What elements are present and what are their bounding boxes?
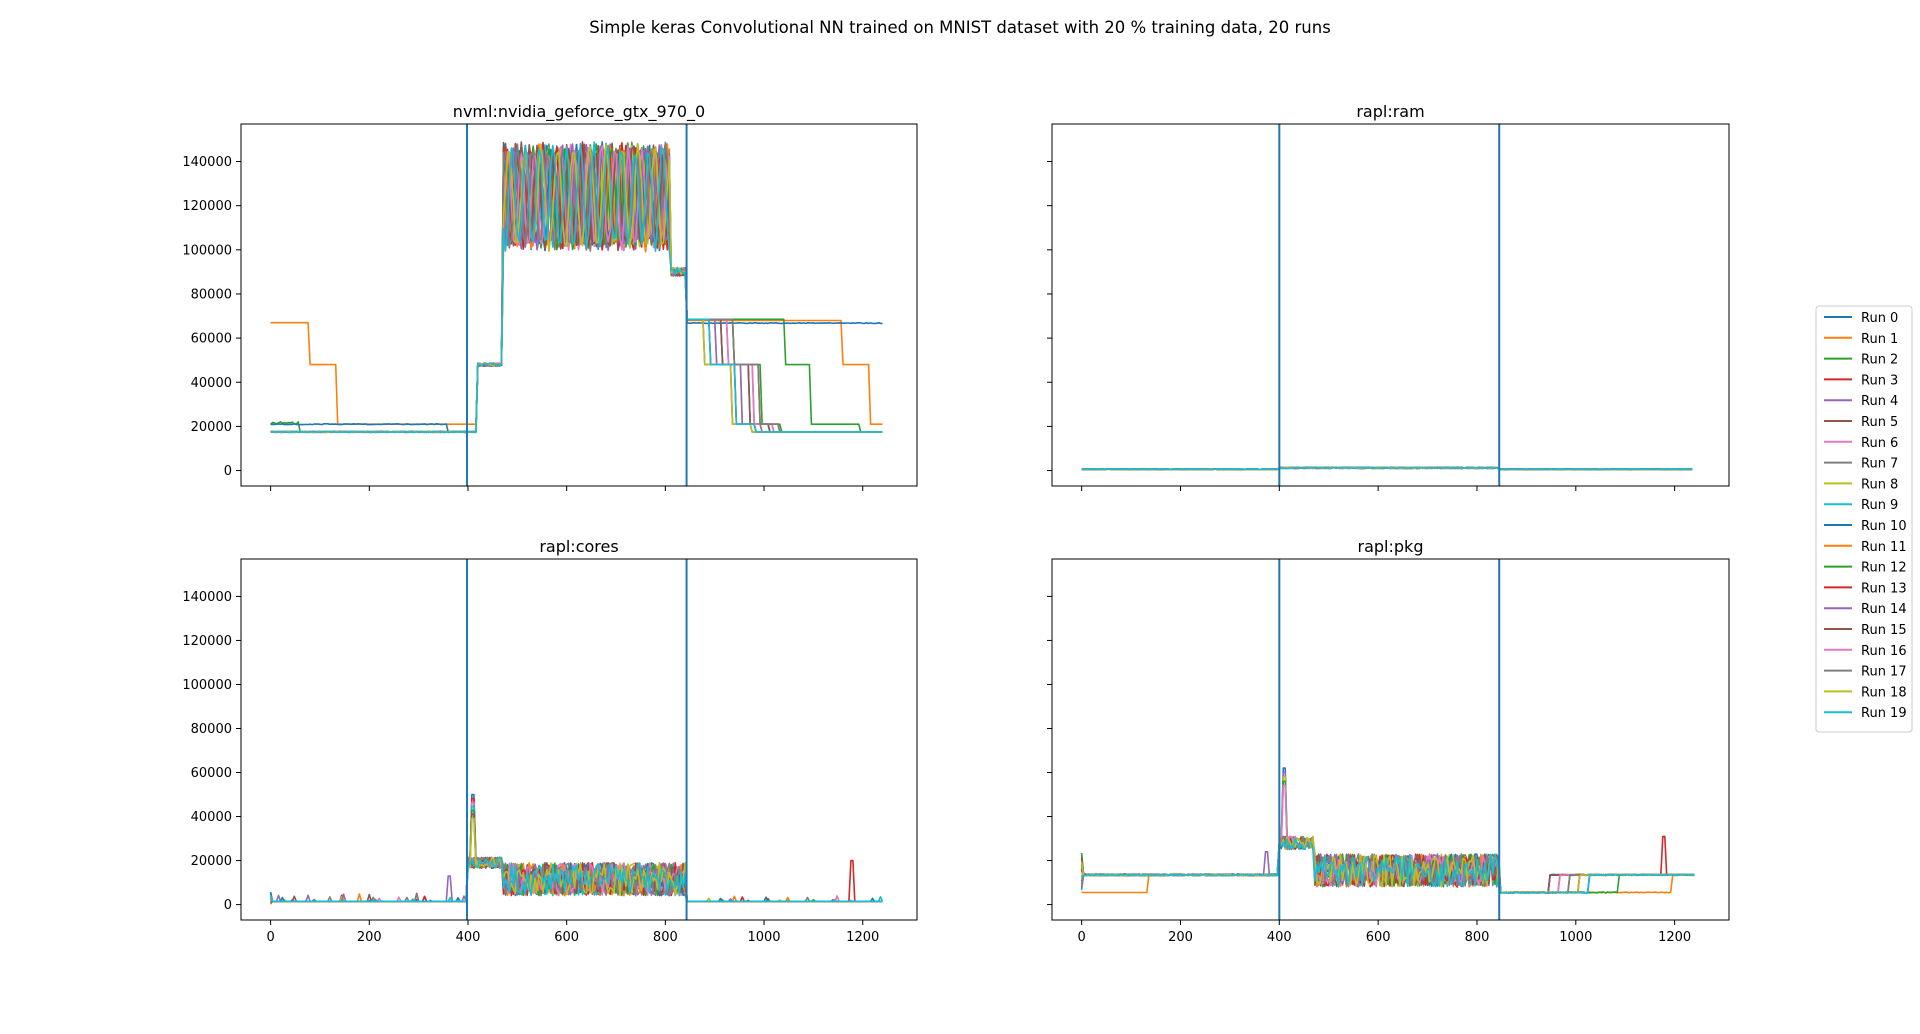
figure-suptitle: Simple keras Convolutional NN trained on…: [589, 18, 1331, 37]
legend-label-run-16: Run 16: [1861, 644, 1907, 659]
panel-gpu: nvml:nvidia_geforce_gtx_970_0 0 20000 40000…: [182, 102, 918, 491]
panel-title: rapl:cores: [539, 537, 618, 556]
panel-title: rapl:ram: [1356, 102, 1424, 121]
x-tick-label: 1200: [846, 930, 879, 945]
legend-label-run-19: Run 19: [1861, 706, 1907, 721]
x-tick-label: 0: [1078, 930, 1086, 945]
y-tick-label: 0: [224, 898, 232, 913]
legend-label-run-14: Run 14: [1861, 602, 1907, 617]
legend-label-run-0: Run 0: [1861, 311, 1898, 326]
panel-cores: rapl:cores 0 200 400 600 800 1000 1200 0 20000 400…: [182, 537, 918, 945]
legend-label-run-13: Run 13: [1861, 581, 1907, 596]
y-tick-label: 0: [224, 464, 232, 479]
legend-label-run-3: Run 3: [1861, 373, 1898, 388]
legend-label-run-2: Run 2: [1861, 353, 1898, 368]
legend-label-run-18: Run 18: [1861, 685, 1907, 700]
panel-title: rapl:pkg: [1358, 537, 1424, 556]
y-tick-label: 20000: [191, 854, 232, 869]
x-tick-label: 800: [653, 930, 678, 945]
x-tick-label: 1000: [747, 930, 780, 945]
axes-frame: [1051, 558, 1730, 921]
legend-label-run-8: Run 8: [1861, 477, 1898, 492]
y-tick-label: 40000: [191, 810, 232, 825]
y-tick-label: 60000: [191, 766, 232, 781]
legend-label-run-12: Run 12: [1861, 561, 1907, 576]
axes-frame: [240, 558, 918, 921]
x-tick-label: 600: [554, 930, 579, 945]
x-tick-label: 200: [357, 930, 382, 945]
panel-pkg: rapl:pkg 0 200 400 600 800 1000 1200: [1047, 537, 1730, 945]
axes-frame: [1051, 123, 1730, 487]
x-tick-label: 200: [1168, 930, 1193, 945]
series-line-run-19: [270, 141, 883, 434]
y-tick-label: 120000: [182, 634, 232, 649]
x-tick-label: 600: [1366, 930, 1391, 945]
y-tick-label: 60000: [191, 332, 232, 347]
y-tick-label: 80000: [191, 722, 232, 737]
series-line-run-10: [270, 141, 883, 434]
legend-label-run-9: Run 9: [1861, 498, 1898, 513]
y-tick-label: 100000: [182, 243, 232, 258]
legend-label-run-15: Run 15: [1861, 623, 1907, 638]
y-tick-label: 20000: [191, 420, 232, 435]
y-tick-label: 140000: [182, 155, 232, 170]
panel-title: nvml:nvidia_geforce_gtx_970_0: [453, 102, 705, 122]
legend-label-run-6: Run 6: [1861, 436, 1898, 451]
y-tick-label: 100000: [182, 678, 232, 693]
x-tick-label: 400: [456, 930, 481, 945]
legend-label-run-17: Run 17: [1861, 665, 1907, 680]
x-tick-label: 800: [1465, 930, 1490, 945]
y-tick-label: 140000: [182, 590, 232, 605]
series-line-run-19: [1081, 466, 1693, 471]
legend-label-run-7: Run 7: [1861, 457, 1898, 472]
x-tick-label: 1000: [1559, 930, 1592, 945]
x-tick-label: 400: [1267, 930, 1292, 945]
x-tick-label: 1200: [1658, 930, 1691, 945]
legend-frame: [1815, 305, 1913, 733]
legend-label-run-1: Run 1: [1861, 332, 1898, 347]
legend-label-run-11: Run 11: [1861, 540, 1907, 555]
y-tick-label: 80000: [191, 287, 232, 302]
y-tick-label: 120000: [182, 199, 232, 214]
legend: Run 0 Run 1 Run 2 Run 3 Run 4 Run 5 Run 6 Run 7…: [1815, 305, 1913, 733]
axes-frame: [240, 123, 918, 487]
y-tick-label: 40000: [191, 376, 232, 391]
panel-ram: rapl:ram: [1047, 102, 1730, 491]
legend-label-run-10: Run 10: [1861, 519, 1907, 534]
series-line-run-15: [270, 813, 883, 903]
legend-label-run-5: Run 5: [1861, 415, 1898, 430]
legend-label-run-4: Run 4: [1861, 394, 1898, 409]
series-line-run-19: [269, 856, 883, 903]
series-line-run-19: [1081, 837, 1695, 894]
x-tick-label: 0: [266, 930, 274, 945]
series-line-run-18: [270, 142, 883, 434]
